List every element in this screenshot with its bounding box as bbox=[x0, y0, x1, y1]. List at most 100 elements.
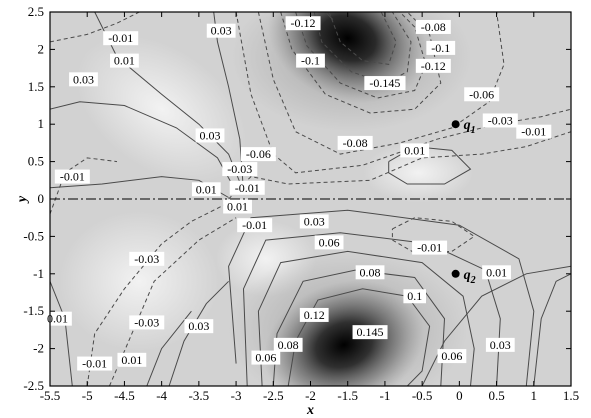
contour-label: 0.01 bbox=[191, 182, 221, 197]
contour-label: 0.01 bbox=[110, 53, 139, 68]
contour-label-background bbox=[415, 58, 451, 73]
negative-contour bbox=[86, 202, 229, 386]
contour-label-text: -0.03 bbox=[488, 113, 513, 127]
contour-label: 0.06 bbox=[251, 350, 281, 365]
contour-label-background bbox=[299, 214, 329, 229]
contour-label-text: 0.1 bbox=[407, 289, 422, 303]
contour-label: 0.01 bbox=[223, 199, 252, 214]
contour-label: -0.03 bbox=[129, 315, 165, 330]
contour-label-text: 0.03 bbox=[73, 72, 94, 86]
x-tick-label: -1.5 bbox=[337, 388, 358, 403]
contour-label-text: 0.01 bbox=[47, 312, 68, 326]
contour-label: -0.01 bbox=[516, 125, 552, 139]
contour-label-background bbox=[206, 23, 236, 38]
contour-label-text: -0.03 bbox=[134, 252, 159, 266]
x-tick-label: 0.5 bbox=[488, 388, 504, 403]
contour-label: 0.03 bbox=[485, 337, 515, 352]
contour-label-background bbox=[299, 307, 329, 322]
x-tick-label: 1 bbox=[531, 388, 538, 403]
point-marker bbox=[451, 269, 460, 278]
contour-label: -0.12 bbox=[285, 16, 321, 31]
contour-label: -0.01 bbox=[412, 240, 448, 255]
contour-label-text: 0.12 bbox=[304, 308, 325, 322]
contour-label-background bbox=[482, 113, 518, 128]
contour-label-text: 0.03 bbox=[200, 128, 221, 142]
contour-label-text: 0.03 bbox=[188, 319, 209, 333]
contour-label-background bbox=[117, 352, 147, 367]
negative-contour bbox=[228, 131, 571, 200]
contour-label: -0.01 bbox=[229, 180, 265, 195]
positive-contour bbox=[94, 12, 244, 192]
contour-label-text: -0.01 bbox=[108, 31, 133, 45]
contour-label: 0.08 bbox=[273, 337, 303, 352]
light-lobe-lower-left bbox=[59, 211, 220, 352]
y-tick-label: -0.5 bbox=[23, 228, 44, 243]
positive-contour bbox=[146, 310, 192, 386]
y-tick-label: -2 bbox=[33, 341, 44, 356]
x-tick-label: -4.5 bbox=[114, 388, 135, 403]
contour-label: 0.12 bbox=[299, 307, 329, 322]
contour-label-text: 0.08 bbox=[360, 265, 381, 279]
contour-label-text: 0.01 bbox=[196, 182, 217, 196]
contour-label-text: 0.03 bbox=[490, 338, 511, 352]
contour-label-text: -0.01 bbox=[417, 241, 442, 255]
contour-label: 0.03 bbox=[206, 23, 236, 38]
y-tick-label: 1 bbox=[38, 116, 45, 131]
contour-label: -0.01 bbox=[77, 356, 113, 371]
y-tick-label: -2.5 bbox=[23, 378, 44, 393]
contour-label-text: 0.06 bbox=[255, 351, 276, 365]
contour-label: -0.1 bbox=[296, 53, 325, 68]
contour-label: 0.06 bbox=[314, 235, 344, 250]
contour-label-background bbox=[437, 349, 467, 364]
contour-label: -0.08 bbox=[337, 135, 373, 150]
contour-label: 0.01 bbox=[43, 311, 72, 326]
x-axis-title: x bbox=[306, 403, 314, 418]
contour-label-background bbox=[403, 289, 426, 304]
contour-label-text: 0.01 bbox=[227, 199, 248, 213]
contour-label: 0.01 bbox=[117, 352, 147, 367]
negative-contour bbox=[235, 12, 571, 174]
contour-label: 0.145 bbox=[352, 325, 388, 340]
positive-contour bbox=[287, 288, 431, 386]
positive-contour bbox=[272, 269, 446, 386]
contour-label-background bbox=[103, 31, 139, 46]
y-tick-label: 0.5 bbox=[28, 154, 44, 169]
contour-label: 0.08 bbox=[355, 265, 385, 280]
contour-label-background bbox=[426, 40, 456, 55]
contour-label-background bbox=[129, 315, 165, 330]
contour-label-text: -0.01 bbox=[521, 125, 546, 139]
positive-contour bbox=[533, 273, 571, 386]
contour-label: -0.12 bbox=[415, 58, 451, 73]
y-tick-label: -1.5 bbox=[23, 303, 44, 318]
contour-label-background bbox=[195, 128, 225, 143]
contour-label-background bbox=[364, 76, 406, 91]
contour-label-background bbox=[400, 143, 430, 158]
x-tick-label: -2 bbox=[305, 388, 316, 403]
contour-label: -0.06 bbox=[464, 87, 500, 102]
contour-label-background bbox=[240, 147, 276, 162]
contour-label-text: 0.145 bbox=[357, 325, 384, 339]
x-tick-label: -1 bbox=[380, 388, 391, 403]
contour-label: -0.01 bbox=[54, 169, 90, 184]
contour-label: -0.03 bbox=[482, 113, 518, 128]
y-tick-label: 1.5 bbox=[28, 79, 44, 94]
contour-label-text: -0.03 bbox=[227, 162, 252, 176]
contour-label-background bbox=[285, 16, 321, 31]
contour-label-text: 0.01 bbox=[114, 54, 135, 68]
contour-label-text: -0.06 bbox=[246, 147, 271, 161]
contour-label-background bbox=[129, 251, 165, 266]
point-subscript: 2 bbox=[470, 275, 476, 286]
x-tick-label: -5 bbox=[82, 388, 93, 403]
contour-label: -0.08 bbox=[415, 19, 451, 34]
point-marker bbox=[451, 120, 460, 129]
contour-label-background bbox=[184, 319, 214, 334]
y-tick-label: 0 bbox=[38, 191, 45, 206]
point-label: q1 bbox=[464, 118, 476, 136]
contour-label-text: 0.08 bbox=[278, 338, 299, 352]
contour-label-background bbox=[222, 162, 258, 177]
contour-label-text: -0.1 bbox=[301, 54, 320, 68]
x-tick-label: -5.5 bbox=[40, 388, 61, 403]
contour-label-background bbox=[485, 337, 515, 352]
contour-label-background bbox=[251, 350, 281, 365]
positive-contour bbox=[257, 250, 475, 386]
